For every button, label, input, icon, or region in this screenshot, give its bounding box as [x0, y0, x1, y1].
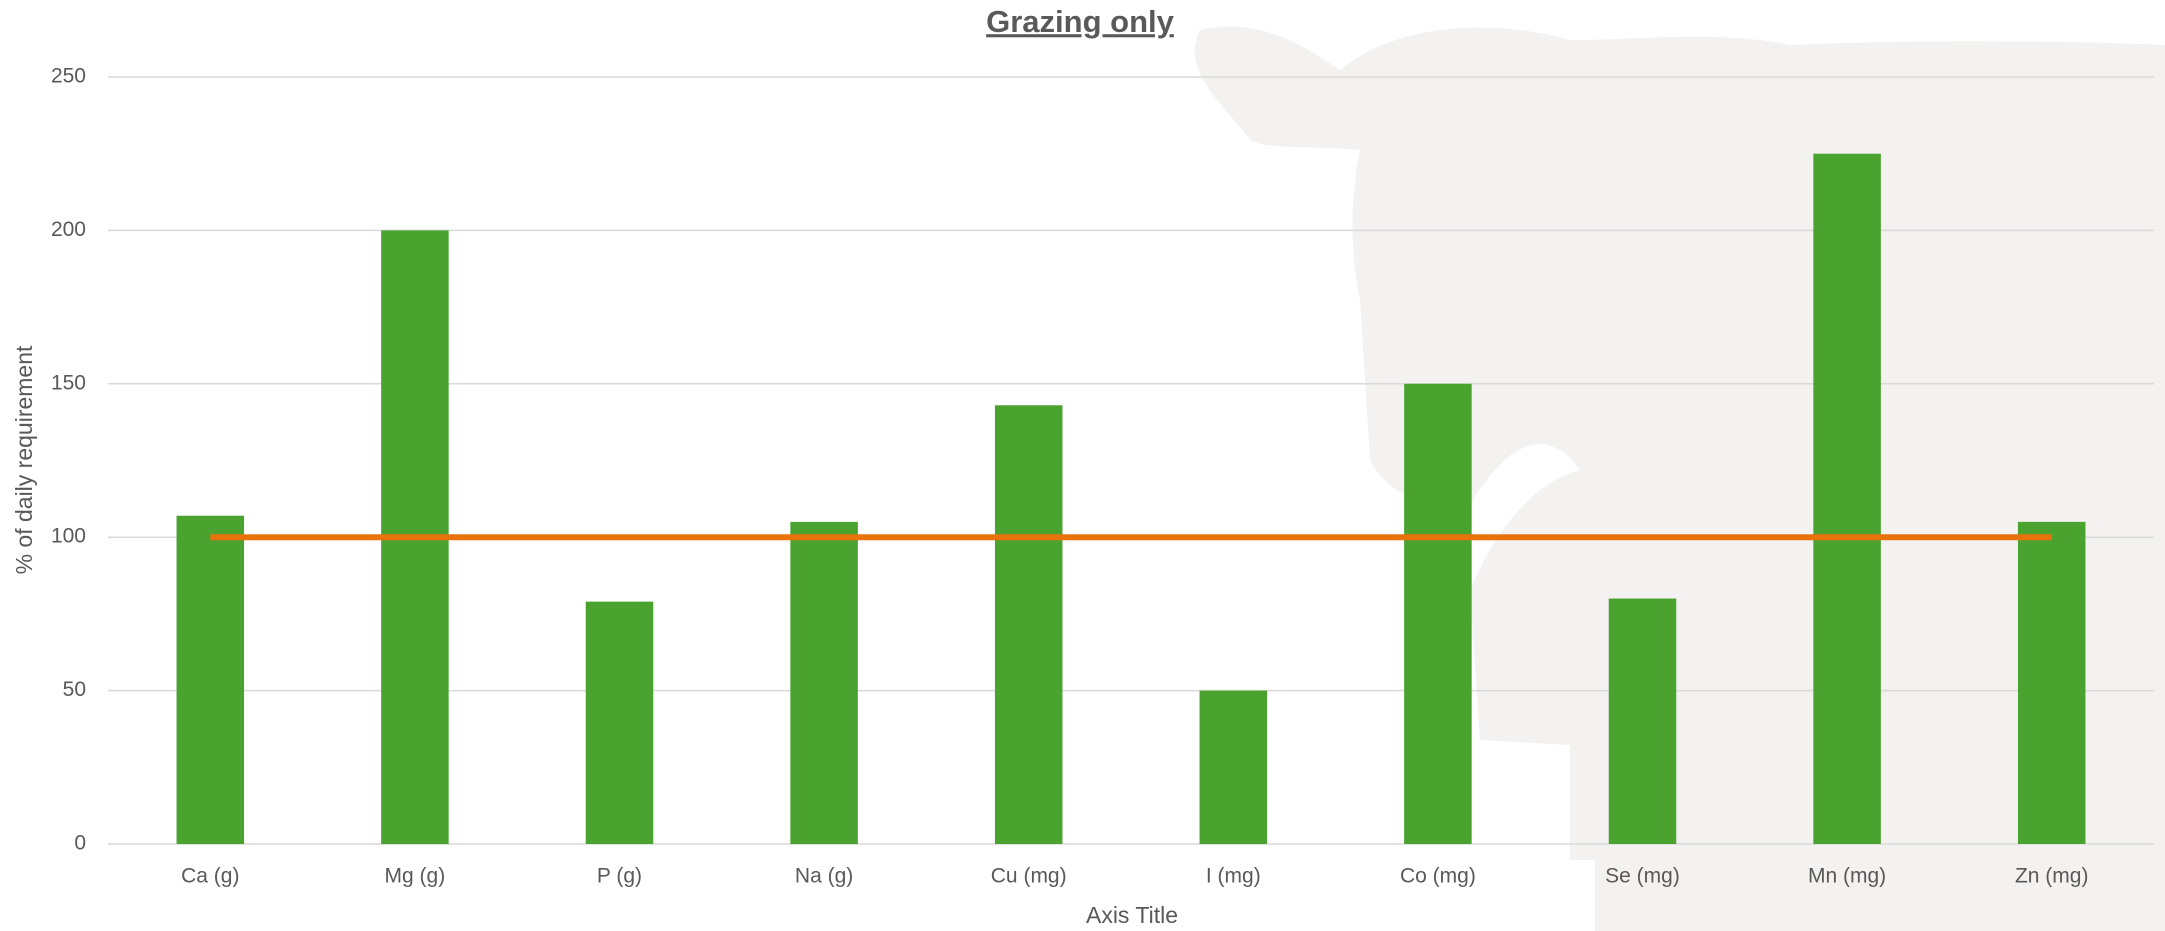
x-tick-label: Mg (g): [385, 865, 446, 888]
bar: [1813, 153, 1881, 844]
x-tick-label: Mn (mg): [1808, 865, 1886, 888]
x-tick-label: P (g): [597, 865, 642, 888]
y-tick-label: 200: [51, 218, 86, 241]
x-tick-label: Co (mg): [1400, 865, 1476, 888]
x-tick-label: Cu (mg): [991, 865, 1067, 888]
bar: [994, 405, 1063, 844]
bar: [2017, 521, 2086, 844]
y-tick-label: 250: [51, 65, 86, 88]
x-axis-title: Axis Title: [1086, 902, 1178, 928]
bar: [176, 515, 245, 844]
y-tick-label: 100: [51, 525, 86, 548]
y-tick-label: 0: [74, 832, 86, 855]
y-axis-title: % of daily requirement: [11, 345, 37, 574]
x-tick-label: Ca (g): [181, 865, 239, 888]
y-tick-label: 150: [51, 371, 86, 394]
bar: [790, 521, 858, 844]
x-tick-label: Na (g): [795, 865, 853, 888]
y-tick-label: 50: [63, 678, 86, 701]
bar: [1199, 690, 1268, 844]
x-tick-label: Zn (mg): [2015, 865, 2089, 888]
x-tick-label: Se (mg): [1605, 865, 1680, 888]
bar: [585, 601, 654, 844]
x-tick-label: I (mg): [1206, 865, 1261, 888]
chart-title: Grazing only: [986, 4, 1175, 39]
bar: [1608, 598, 1677, 844]
background-cow: [1194, 26, 2165, 931]
bar: [1404, 383, 1472, 844]
